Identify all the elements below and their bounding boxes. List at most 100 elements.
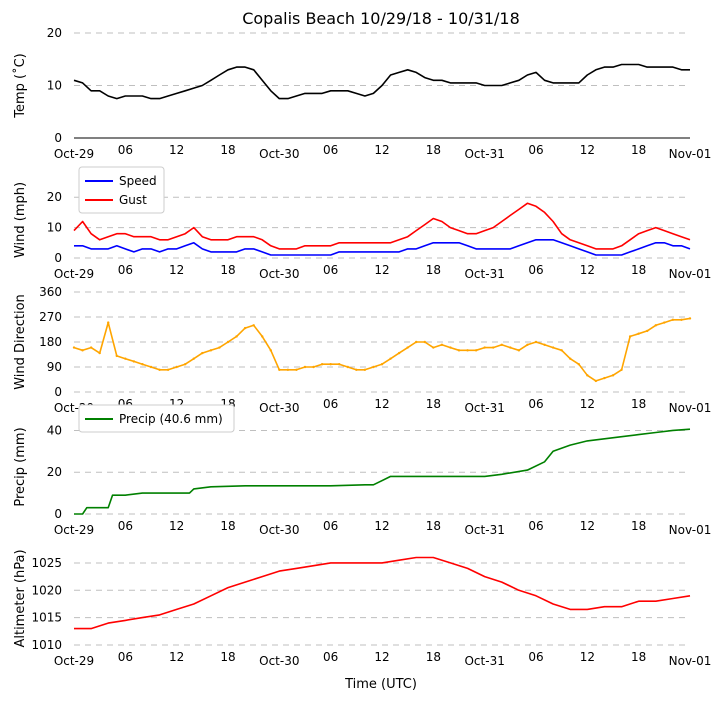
data-point	[543, 343, 546, 346]
x-tick-label: Oct-31	[464, 654, 504, 668]
x-tick-label: 06	[323, 519, 338, 533]
y-tick-label: 0	[54, 131, 62, 145]
data-point	[235, 335, 238, 338]
x-tick-label: 06	[528, 650, 543, 664]
y-axis-label: Wind (mph)	[13, 182, 28, 258]
x-tick-label: 18	[631, 397, 646, 411]
x-tick-label: 18	[631, 263, 646, 277]
data-point	[107, 321, 110, 324]
x-tick-label: Oct-29	[54, 654, 94, 668]
data-point	[149, 365, 153, 369]
y-axis-label: Wind Direction	[13, 294, 28, 390]
data-point	[526, 343, 529, 346]
data-point	[688, 317, 692, 320]
y-tick-label: 40	[47, 423, 62, 437]
x-tick-label: 06	[118, 143, 133, 157]
y-tick-label: 20	[47, 26, 62, 40]
data-point	[355, 368, 358, 371]
x-tick-label: 12	[374, 397, 389, 411]
data-point	[81, 349, 84, 352]
data-point	[380, 363, 384, 366]
data-point	[594, 379, 598, 383]
y-tick-label: 1025	[31, 556, 62, 570]
legend-label: Speed	[119, 174, 157, 188]
x-tick-label: 18	[220, 263, 235, 277]
data-point	[423, 340, 426, 344]
y-tick-label: 1010	[31, 638, 62, 652]
data-point	[483, 346, 486, 349]
y-tick-label: 1020	[31, 583, 62, 597]
data-point	[432, 346, 435, 349]
panel-5: 1010 1015 1020 1025 Oct-29 06 12 18 Oct-30 06 12 18…	[13, 549, 711, 668]
data-point	[663, 321, 666, 324]
data-point	[209, 349, 213, 352]
data-point	[338, 363, 341, 366]
x-tick-label: 18	[426, 650, 441, 664]
data-point	[611, 374, 615, 377]
y-tick-label: 20	[47, 465, 62, 479]
x-tick-label: 12	[580, 143, 595, 157]
data-point	[517, 349, 521, 352]
x-tick-label: 12	[169, 519, 184, 533]
chart-title: Copalis Beach 10/29/18 - 10/31/18	[242, 9, 520, 28]
data-point	[303, 365, 307, 369]
x-tick-label: Nov-01	[669, 147, 712, 161]
data-point	[132, 360, 136, 363]
data-point	[192, 357, 195, 360]
series-line-1	[73, 63, 690, 100]
y-tick-label: 0	[54, 507, 62, 521]
y-tick-label: 90	[47, 360, 62, 374]
y-tick-label: 10	[47, 79, 62, 93]
y-tick-label: 10	[47, 221, 62, 235]
y-tick-label: 270	[39, 310, 62, 324]
data-point	[372, 365, 375, 369]
x-tick-label: 12	[580, 519, 595, 533]
data-point	[175, 365, 178, 369]
data-point	[389, 357, 392, 360]
legend-label: Gust	[119, 193, 147, 207]
x-tick-label: 12	[169, 263, 184, 277]
x-tick-label: Oct-31	[464, 267, 504, 281]
x-tick-label: 06	[528, 397, 543, 411]
data-point	[312, 365, 315, 369]
data-point	[577, 363, 580, 366]
data-point	[226, 340, 230, 344]
x-tick-label: 06	[323, 143, 338, 157]
x-tick-label: 06	[323, 397, 338, 411]
x-tick-label: 06	[118, 519, 133, 533]
data-point	[141, 363, 144, 366]
x-tick-label: Oct-29	[54, 147, 94, 161]
x-tick-label: 06	[528, 143, 543, 157]
series-line-2	[73, 202, 691, 250]
x-tick-label: 18	[426, 519, 441, 533]
data-point	[492, 346, 495, 349]
x-axis-label: Time (UTC)	[344, 677, 417, 692]
x-tick-label: 06	[323, 650, 338, 664]
data-point	[201, 351, 204, 355]
x-tick-label: 12	[374, 519, 389, 533]
x-tick-label: 12	[580, 650, 595, 664]
x-tick-label: Nov-01	[669, 401, 712, 415]
data-point	[363, 368, 367, 371]
data-point	[269, 349, 272, 352]
data-point	[329, 363, 332, 366]
data-point	[654, 324, 657, 327]
x-tick-label: 06	[323, 263, 338, 277]
data-point	[98, 351, 101, 355]
x-tick-label: Oct-29	[54, 523, 94, 537]
y-tick-label: 0	[54, 251, 62, 265]
x-tick-label: 12	[580, 397, 595, 411]
x-tick-label: 06	[528, 519, 543, 533]
panel-2: 0 10 20 Oct-29 06 12 18 Oct-30 06 12 18 Oct-31 06 12 1…	[13, 166, 712, 281]
y-axis-label: Temp (˚C)	[12, 53, 28, 119]
data-point	[466, 349, 469, 352]
data-point	[158, 368, 161, 371]
y-tick-label: 20	[47, 190, 62, 204]
y-tick-label: 1015	[31, 611, 62, 625]
data-point	[628, 335, 632, 338]
data-point	[671, 318, 675, 321]
x-tick-label: Nov-01	[669, 267, 712, 281]
series-line-1	[74, 239, 691, 256]
